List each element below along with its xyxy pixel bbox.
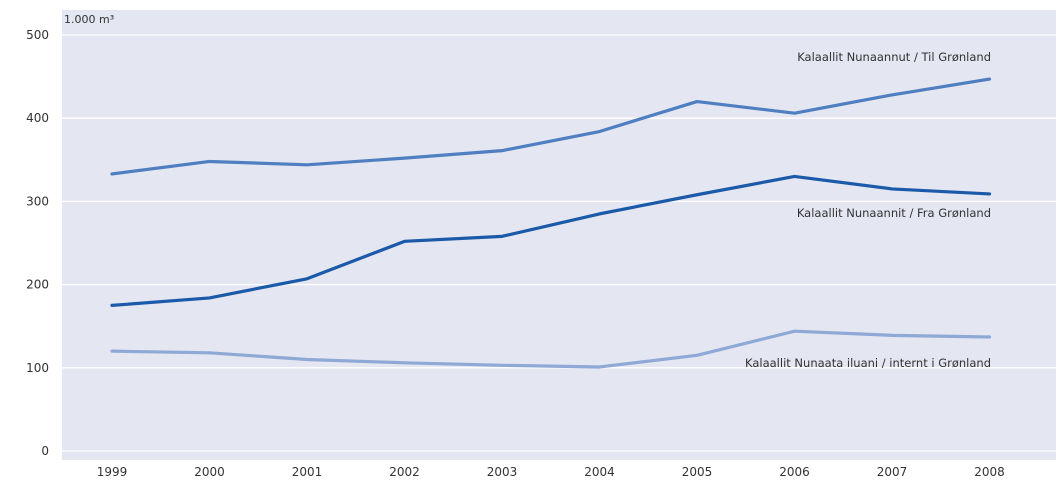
y-tick-label: 500 bbox=[26, 28, 49, 42]
x-tick-label: 2002 bbox=[389, 465, 420, 479]
y-axis-ticks: 0 100 200 300 400 500 bbox=[26, 28, 49, 458]
series-labels: Kalaallit Nunaannut / Til Grønland Kalaal… bbox=[745, 50, 991, 370]
x-tick-label: 2000 bbox=[194, 465, 225, 479]
x-tick-label: 2005 bbox=[682, 465, 713, 479]
x-tick-label: 2008 bbox=[974, 465, 1005, 479]
y-tick-label: 100 bbox=[26, 361, 49, 375]
series-lines bbox=[110, 77, 992, 369]
series-label: Kalaallit Nunaata iluani / internt i Grø… bbox=[745, 356, 991, 370]
y-tick-label: 300 bbox=[26, 194, 49, 208]
x-tick-label: 2001 bbox=[292, 465, 323, 479]
series-line bbox=[110, 174, 992, 307]
y-tick-label: 200 bbox=[26, 278, 49, 292]
plot-background bbox=[62, 10, 1056, 460]
unit-label: 1.000 m³ bbox=[64, 13, 114, 26]
x-tick-label: 2004 bbox=[584, 465, 615, 479]
x-tick-label: 2007 bbox=[877, 465, 908, 479]
series-label: Kalaallit Nunaannut / Til Grønland bbox=[797, 50, 991, 64]
x-tick-label: 2006 bbox=[779, 465, 810, 479]
y-tick-label: 400 bbox=[26, 111, 49, 125]
x-tick-label: 1999 bbox=[97, 465, 128, 479]
x-tick-label: 2003 bbox=[487, 465, 518, 479]
x-axis-ticks: 1999 2000 2001 2002 2003 2004 2005 2006 2007 2008 bbox=[97, 465, 1005, 479]
series-line bbox=[110, 77, 992, 176]
series-label: Kalaallit Nunaannit / Fra Grønland bbox=[797, 206, 991, 220]
y-tick-label: 0 bbox=[41, 444, 49, 458]
series-line bbox=[110, 329, 992, 369]
